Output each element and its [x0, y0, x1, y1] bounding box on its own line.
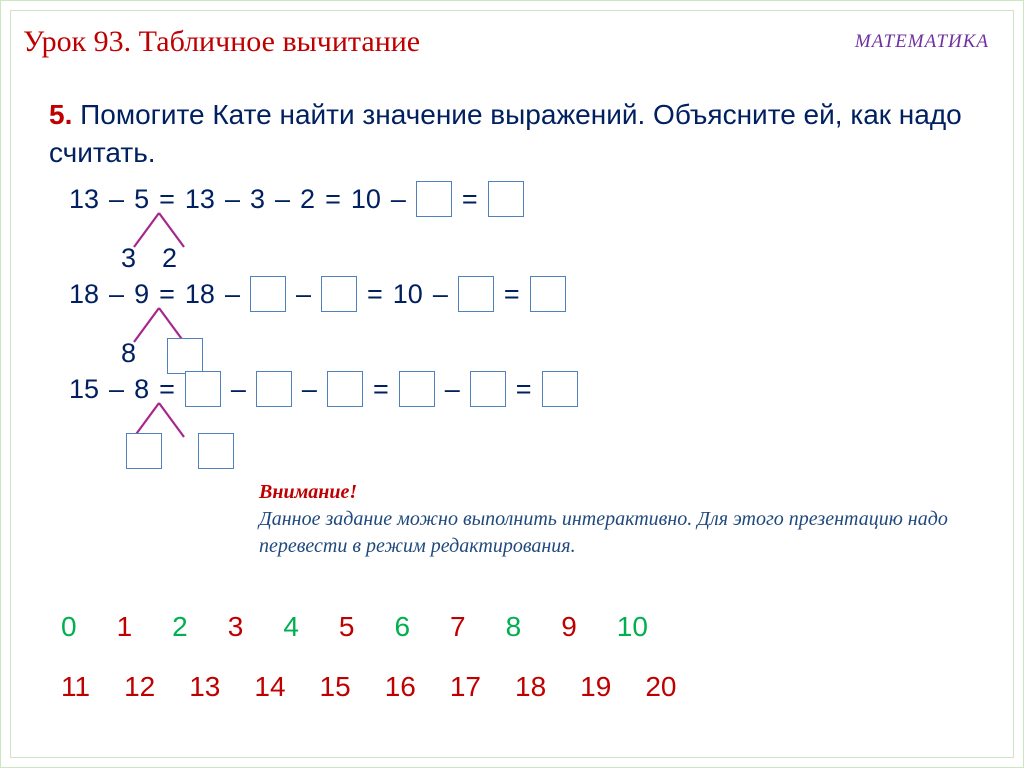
answer-box[interactable]	[458, 276, 494, 312]
palette-number[interactable]: 20	[645, 671, 676, 703]
task-number: 5.	[49, 99, 72, 130]
number: 15	[69, 374, 99, 405]
operator: –	[445, 374, 460, 405]
operator: –	[302, 374, 317, 405]
palette-number[interactable]: 15	[320, 671, 351, 703]
number-row-1: 0 1 2 3 4 5 6 7 8 9 10	[61, 611, 648, 643]
operator: –	[231, 374, 246, 405]
operator: =	[373, 374, 389, 405]
palette-number[interactable]: 8	[506, 611, 522, 643]
answer-box[interactable]	[256, 371, 292, 407]
palette-number[interactable]: 19	[580, 671, 611, 703]
number: 2	[300, 184, 315, 215]
attention-note: Внимание! Данное задание можно выполнить…	[259, 479, 963, 560]
work-area: 13–5=13–3–2=10–=3218–9=18––=10–=815–8=––…	[49, 181, 975, 466]
palette-number[interactable]: 0	[61, 611, 77, 643]
operator: –	[225, 184, 240, 215]
equation-row: 18–9=18––=10–=8	[49, 276, 975, 371]
operator: =	[325, 184, 341, 215]
palette-number[interactable]: 17	[450, 671, 481, 703]
number: 10	[351, 184, 381, 215]
split-number: 3	[121, 243, 136, 274]
attention-header: Внимание!	[259, 479, 963, 506]
answer-box[interactable]	[327, 371, 363, 407]
palette-number[interactable]: 3	[228, 611, 244, 643]
palette-number[interactable]: 18	[515, 671, 546, 703]
palette-number[interactable]: 9	[561, 611, 577, 643]
answer-box[interactable]	[488, 181, 524, 217]
split-values	[121, 433, 239, 469]
operator: =	[462, 184, 478, 215]
answer-box[interactable]	[126, 433, 162, 469]
answer-box[interactable]	[167, 338, 203, 374]
palette-number[interactable]: 10	[617, 611, 648, 643]
operator: =	[504, 279, 520, 310]
answer-box[interactable]	[250, 276, 286, 312]
palette-number[interactable]: 16	[385, 671, 416, 703]
number-row-2: 11 12 13 14 15 16 17 18 19 20	[61, 671, 676, 703]
number: 9	[134, 279, 149, 310]
number: 13	[69, 184, 99, 215]
operator: =	[367, 279, 383, 310]
palette-number[interactable]: 12	[124, 671, 155, 703]
equation-row: 13–5=13–3–2=10–=32	[49, 181, 975, 276]
task-body: Помогите Кате найти значение выражений. …	[49, 99, 962, 168]
palette-number[interactable]: 14	[254, 671, 285, 703]
number: 3	[250, 184, 265, 215]
task-text: 5. Помогите Кате найти значение выражени…	[49, 96, 975, 172]
palette-number[interactable]: 6	[394, 611, 410, 643]
answer-box[interactable]	[530, 276, 566, 312]
split-values: 32	[121, 243, 177, 274]
answer-box[interactable]	[198, 433, 234, 469]
number: 5	[134, 184, 149, 215]
palette-number[interactable]: 5	[339, 611, 355, 643]
operator: –	[225, 279, 240, 310]
number: 18	[185, 279, 215, 310]
answer-box[interactable]	[399, 371, 435, 407]
slide-header: Урок 93. Табличное вычитание МАТЕМАТИКА	[23, 25, 1001, 61]
number: =	[159, 184, 175, 215]
answer-box[interactable]	[542, 371, 578, 407]
lesson-title: Урок 93. Табличное вычитание	[23, 25, 420, 59]
split-number: 8	[121, 338, 136, 374]
number: 13	[185, 184, 215, 215]
palette-number[interactable]: 7	[450, 611, 466, 643]
number: =	[159, 374, 175, 405]
palette-number[interactable]: 1	[117, 611, 133, 643]
operator: =	[516, 374, 532, 405]
answer-box[interactable]	[321, 276, 357, 312]
palette-number[interactable]: 4	[283, 611, 299, 643]
number: –	[109, 279, 124, 310]
split-number: 2	[162, 243, 177, 274]
operator: –	[391, 184, 406, 215]
number: =	[159, 279, 175, 310]
attention-body: Данное задание можно выполнить интеракти…	[259, 506, 963, 560]
palette-number[interactable]: 2	[172, 611, 188, 643]
equation-row: 15–8=––=–=	[49, 371, 975, 466]
number: –	[109, 184, 124, 215]
palette-number[interactable]: 13	[189, 671, 220, 703]
number: 10	[393, 279, 423, 310]
subject-label: МАТЕМАТИКА	[855, 31, 989, 53]
answer-box[interactable]	[416, 181, 452, 217]
palette-number[interactable]: 11	[61, 671, 90, 703]
number: –	[109, 374, 124, 405]
operator: –	[275, 184, 290, 215]
operator: –	[433, 279, 448, 310]
split-values: 8	[121, 338, 208, 374]
answer-box[interactable]	[470, 371, 506, 407]
number: 8	[134, 374, 149, 405]
number: 18	[69, 279, 99, 310]
operator: –	[296, 279, 311, 310]
